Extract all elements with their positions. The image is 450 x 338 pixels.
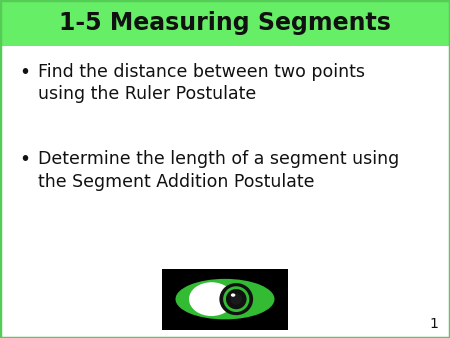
Text: Determine the length of a segment using
the Segment Addition Postulate: Determine the length of a segment using … bbox=[38, 150, 400, 191]
Text: •: • bbox=[19, 63, 30, 81]
Ellipse shape bbox=[231, 293, 235, 297]
Ellipse shape bbox=[176, 279, 274, 319]
Text: 1-5 Measuring Segments: 1-5 Measuring Segments bbox=[59, 11, 391, 35]
FancyBboxPatch shape bbox=[0, 0, 450, 46]
Text: 1: 1 bbox=[430, 317, 439, 331]
Ellipse shape bbox=[189, 282, 234, 316]
Ellipse shape bbox=[230, 293, 242, 305]
Ellipse shape bbox=[220, 283, 253, 315]
Text: •: • bbox=[19, 150, 30, 169]
Text: Find the distance between two points
using the Ruler Postulate: Find the distance between two points usi… bbox=[38, 63, 365, 103]
FancyBboxPatch shape bbox=[162, 269, 288, 330]
